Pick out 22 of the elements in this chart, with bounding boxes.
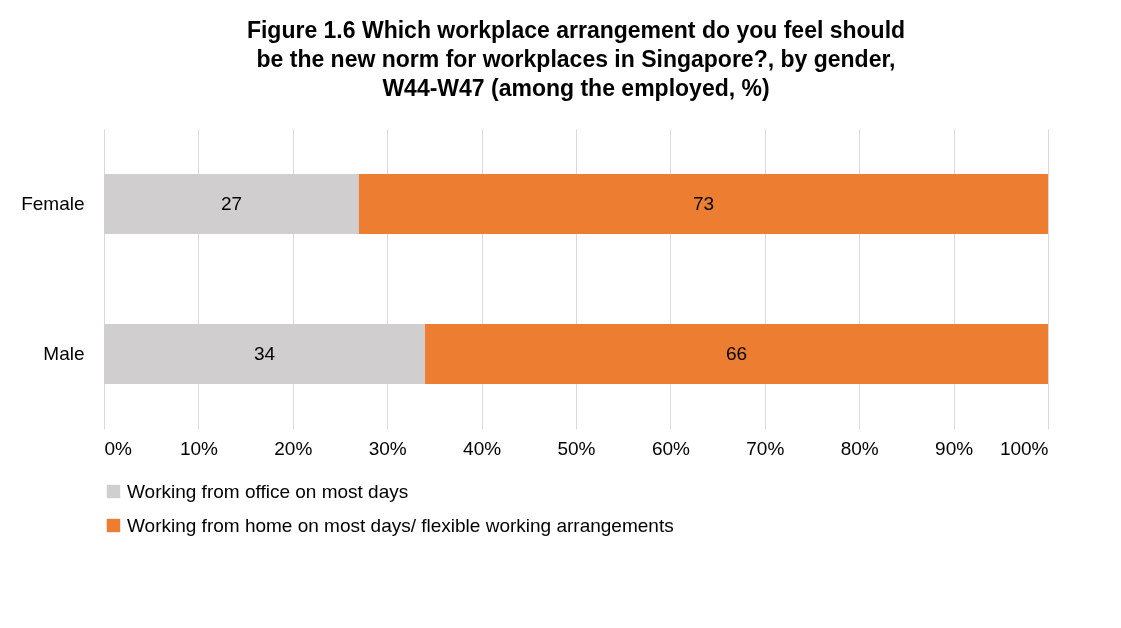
x-tick-label: 10% [179, 437, 219, 459]
legend-label: Working from office on most days [127, 480, 409, 502]
x-tick-label: 60% [651, 437, 691, 459]
x-tick-label: 50% [557, 437, 596, 459]
x-tick-label: 80% [840, 437, 879, 459]
x-tick-label: 30% [368, 437, 407, 459]
data-label: 34 [253, 343, 276, 364]
data-label: 73 [692, 193, 715, 214]
x-tick-label: 40% [463, 437, 502, 459]
data-label: 27 [220, 193, 243, 214]
legend-label: Working from home on most days/ flexible working arrangements [127, 514, 674, 536]
bar [424, 324, 1048, 384]
x-tick-label: 0% [104, 437, 133, 459]
y-tick-label: Female [21, 193, 85, 214]
data-label: 66 [725, 343, 748, 364]
chart-title: Figure 1.6 Which workplace arrangement do you feel should be the new norm for workplaces in Singapore?, by gender, W44-W47 (among the employed, %) [246, 17, 906, 101]
x-tick-label: 70% [746, 437, 785, 459]
y-tick-label: Male [43, 343, 85, 364]
x-tick-label: 100% [999, 437, 1049, 459]
x-tick-label: 20% [274, 437, 313, 459]
x-tick-label: 90% [935, 437, 974, 459]
bar [358, 174, 1048, 234]
